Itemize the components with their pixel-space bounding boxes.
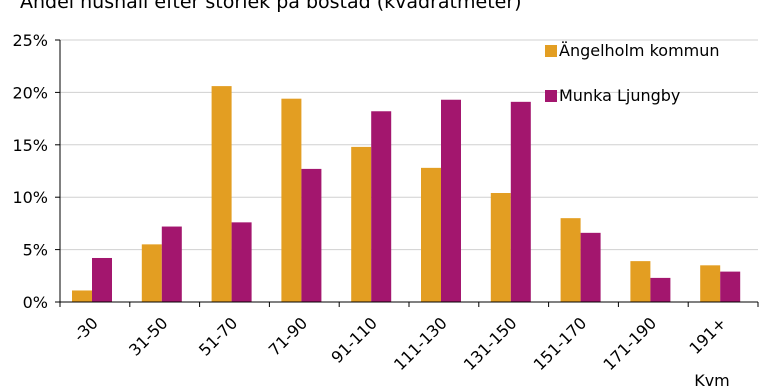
y-tick-label: 25%	[12, 31, 48, 50]
x-tick-label: -30	[70, 313, 102, 345]
bar-munka-ljungby-71-90	[301, 168, 322, 302]
y-tick-label: 0%	[23, 293, 48, 312]
bar-munka-ljungby-151-170	[580, 232, 601, 302]
bar-angelholm-151-170	[560, 218, 581, 302]
bar-munka-ljungby-51-70	[231, 222, 252, 302]
x-tick-label: 151-170	[530, 313, 591, 374]
bar-angelholm-91-110	[351, 146, 372, 302]
x-tick-label: 71-90	[265, 313, 311, 359]
x-tick-label: 111-130	[390, 313, 451, 374]
bar-angelholm-51-70	[211, 86, 232, 302]
legend-label: Ängelholm kommun	[559, 41, 720, 60]
bar-munka-ljungby-191+	[720, 271, 741, 302]
bar-angelholm-111-130	[421, 167, 441, 302]
legend-label: Munka Ljungby	[559, 86, 680, 105]
bar-angelholm-171-190	[630, 261, 651, 302]
legend: Ängelholm kommun Munka Ljungby	[545, 41, 720, 105]
y-tick-label: 20%	[12, 83, 48, 102]
y-tick-label: 10%	[12, 188, 48, 207]
bar-munka-ljungby--30	[92, 257, 112, 302]
bar-munka-ljungby-111-130	[441, 99, 461, 303]
x-tick-label: 191+	[685, 313, 730, 358]
bar-angelholm-131-150	[490, 193, 511, 302]
bar-angelholm--30	[72, 290, 92, 302]
x-axis-label: Kvm	[694, 371, 730, 390]
bar-munka-ljungby-31-50	[161, 226, 182, 302]
x-tick-label: 131-150	[460, 313, 521, 374]
bar-munka-ljungby-91-110	[371, 111, 392, 302]
legend-swatch	[545, 90, 557, 102]
x-tick-label: 51-70	[195, 313, 241, 359]
y-tick-label: 5%	[23, 241, 48, 260]
y-tick-label: 15%	[12, 136, 48, 155]
bar-angelholm-31-50	[141, 244, 162, 302]
x-tick-label: 171-190	[599, 313, 660, 374]
chart-title: Andel hushåll efter storlek på bostad (k…	[20, 0, 522, 13]
bar-angelholm-71-90	[281, 98, 302, 302]
x-tick-label: 31-50	[125, 313, 171, 359]
x-tick-label: 91-110	[327, 313, 381, 367]
bar-munka-ljungby-171-190	[650, 277, 671, 302]
bar-munka-ljungby-131-150	[510, 101, 531, 302]
axes	[55, 39, 759, 307]
bar-angelholm-191+	[700, 265, 721, 302]
gridlines	[60, 39, 758, 251]
legend-swatch	[545, 45, 557, 57]
bars	[72, 86, 741, 303]
